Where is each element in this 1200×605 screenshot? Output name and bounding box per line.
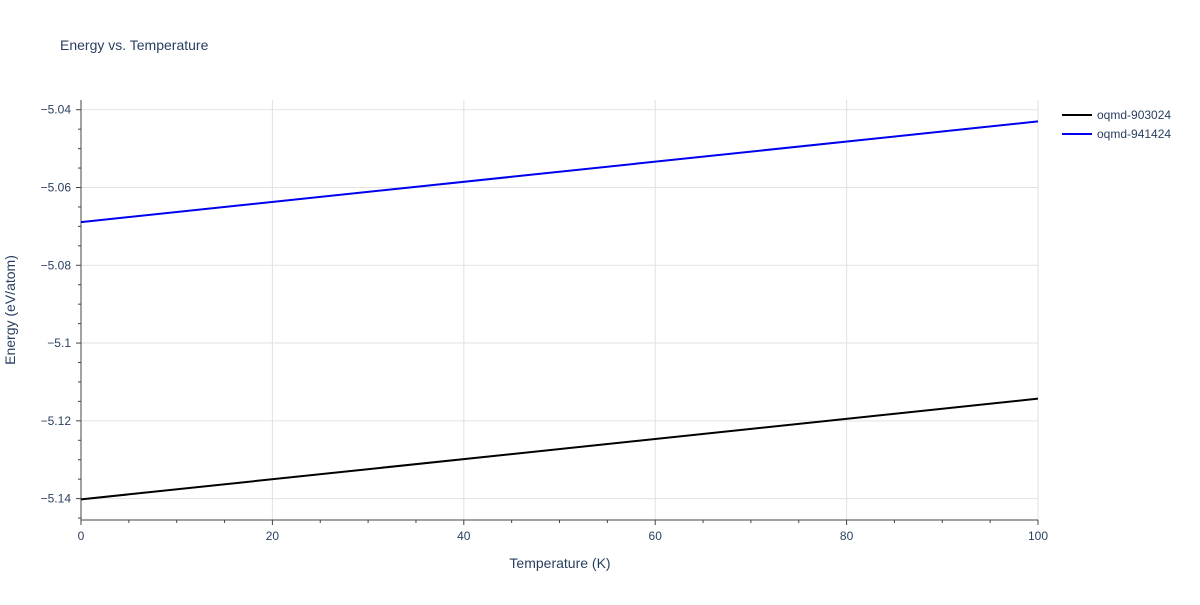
x-tick-label: 20	[266, 529, 280, 543]
y-tick-label: −5.1	[47, 336, 71, 350]
x-tick-label: 100	[1028, 529, 1048, 543]
legend-label-oqmd-941424: oqmd-941424	[1097, 127, 1171, 141]
axis-layer: 0 20 40 60 80 100 −5.14 −5.12 −5.1 −5.08 −5.06 −5.0…	[41, 100, 1048, 543]
y-tick-label: −5.12	[41, 414, 72, 428]
x-tick-label: 80	[840, 529, 854, 543]
y-tick-label: −5.04	[41, 103, 72, 117]
legend-label-oqmd-903024: oqmd-903024	[1097, 108, 1171, 122]
x-tick-label: 40	[457, 529, 471, 543]
legend: oqmd-903024 oqmd-941424	[1062, 108, 1171, 141]
y-tick-label: −5.06	[41, 181, 72, 195]
grid-layer	[81, 100, 1039, 520]
chart-title: Energy vs. Temperature	[60, 37, 209, 53]
y-axis-label: Energy (eV/atom)	[2, 255, 18, 365]
y-tick-label: −5.14	[41, 492, 72, 506]
series-layer	[80, 120, 1039, 501]
y-tick-label: −5.08	[41, 258, 72, 272]
series-line-oqmd-903024	[80, 397, 1039, 501]
x-tick-label: 60	[649, 529, 663, 543]
x-tick-label: 0	[78, 529, 85, 543]
series-line-oqmd-941424	[80, 120, 1039, 224]
x-axis-label: Temperature (K)	[509, 555, 610, 571]
